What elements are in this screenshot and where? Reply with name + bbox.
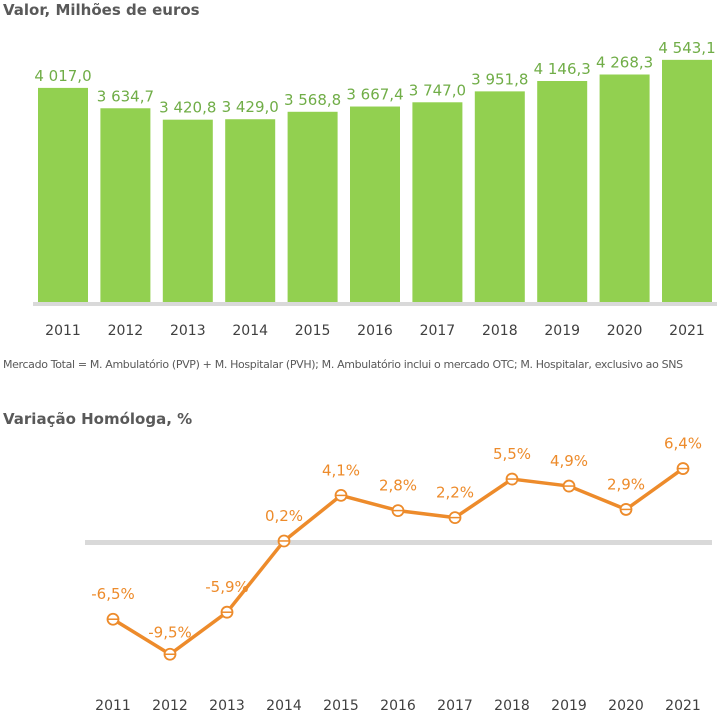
x-tick-label: 2012	[108, 323, 144, 339]
bar-data-label: 4 543,1	[658, 39, 715, 57]
bar-data-label: 4 268,3	[596, 53, 653, 71]
line-data-label: -6,5%	[91, 585, 135, 603]
x-tick-label: 2018	[494, 698, 530, 714]
x-tick-label: 2011	[45, 323, 81, 339]
line-data-label: 4,9%	[550, 452, 588, 470]
line-data-label: -9,5%	[148, 623, 192, 641]
line-data-label: 6,4%	[664, 435, 702, 453]
x-tick-label: 2015	[295, 323, 331, 339]
market-footnote: Mercado Total = M. Ambulatório (PVP) + M…	[3, 358, 683, 371]
bar	[100, 108, 151, 302]
bar	[662, 59, 712, 303]
line-chart-title: Variação Homóloga, %	[3, 410, 193, 428]
x-tick-label: 2011	[95, 698, 131, 714]
line-data-label: 5,5%	[493, 445, 531, 463]
x-tick-label: 2021	[669, 323, 705, 339]
bar	[287, 111, 338, 302]
line-data-label: 2,2%	[436, 484, 474, 502]
line-data-label: -5,9%	[205, 578, 249, 596]
x-tick-label: 2021	[665, 698, 701, 714]
bar	[162, 119, 213, 302]
line-data-label: 4,1%	[322, 461, 360, 479]
zero-line	[85, 540, 712, 545]
bar-data-label: 3 747,0	[409, 81, 466, 99]
bar	[350, 106, 400, 302]
bar-data-label: 4 017,0	[34, 67, 91, 85]
x-tick-label: 2013	[209, 698, 245, 714]
x-tick-label: 2013	[170, 323, 206, 339]
x-tick-label: 2019	[544, 323, 580, 339]
x-tick-label: 2014	[266, 698, 302, 714]
line-data-label: 2,9%	[607, 475, 645, 493]
line-data-label: 0,2%	[265, 507, 303, 525]
x-tick-label: 2012	[152, 698, 188, 714]
bar	[537, 81, 588, 302]
bar-data-label: 3 634,7	[97, 87, 154, 105]
x-tick-label: 2019	[551, 698, 587, 714]
bar-data-label: 3 568,8	[284, 91, 341, 109]
bar-data-label: 4 146,3	[534, 60, 591, 78]
x-tick-label: 2016	[357, 323, 393, 339]
x-tick-label: 2016	[380, 698, 416, 714]
bar-chart-title: Valor, Milhões de euros	[3, 1, 200, 19]
bar	[225, 119, 276, 302]
x-axis-baseline	[33, 302, 717, 306]
x-tick-label: 2014	[232, 323, 268, 339]
bar-chart: 4 017,0 2011 3 634,7 2012 3 420,8 2013 3 429,0…	[33, 39, 717, 339]
x-tick-label: 2020	[608, 698, 644, 714]
x-tick-label: 2018	[482, 323, 518, 339]
x-tick-label: 2015	[323, 698, 359, 714]
x-tick-label: 2020	[607, 323, 643, 339]
x-tick-label: 2017	[420, 323, 456, 339]
bar-data-label: 3 420,8	[159, 99, 216, 117]
bar-data-label: 3 429,0	[222, 98, 279, 116]
line-data-label: 2,8%	[379, 477, 417, 495]
series-line	[112, 467, 685, 657]
bar	[474, 91, 525, 303]
bar	[38, 87, 88, 303]
bar-data-label: 3 951,8	[471, 70, 528, 88]
bar	[599, 74, 650, 303]
bar-data-label: 3 667,4	[346, 86, 403, 104]
x-tick-label: 2017	[437, 698, 473, 714]
bar	[412, 102, 463, 302]
